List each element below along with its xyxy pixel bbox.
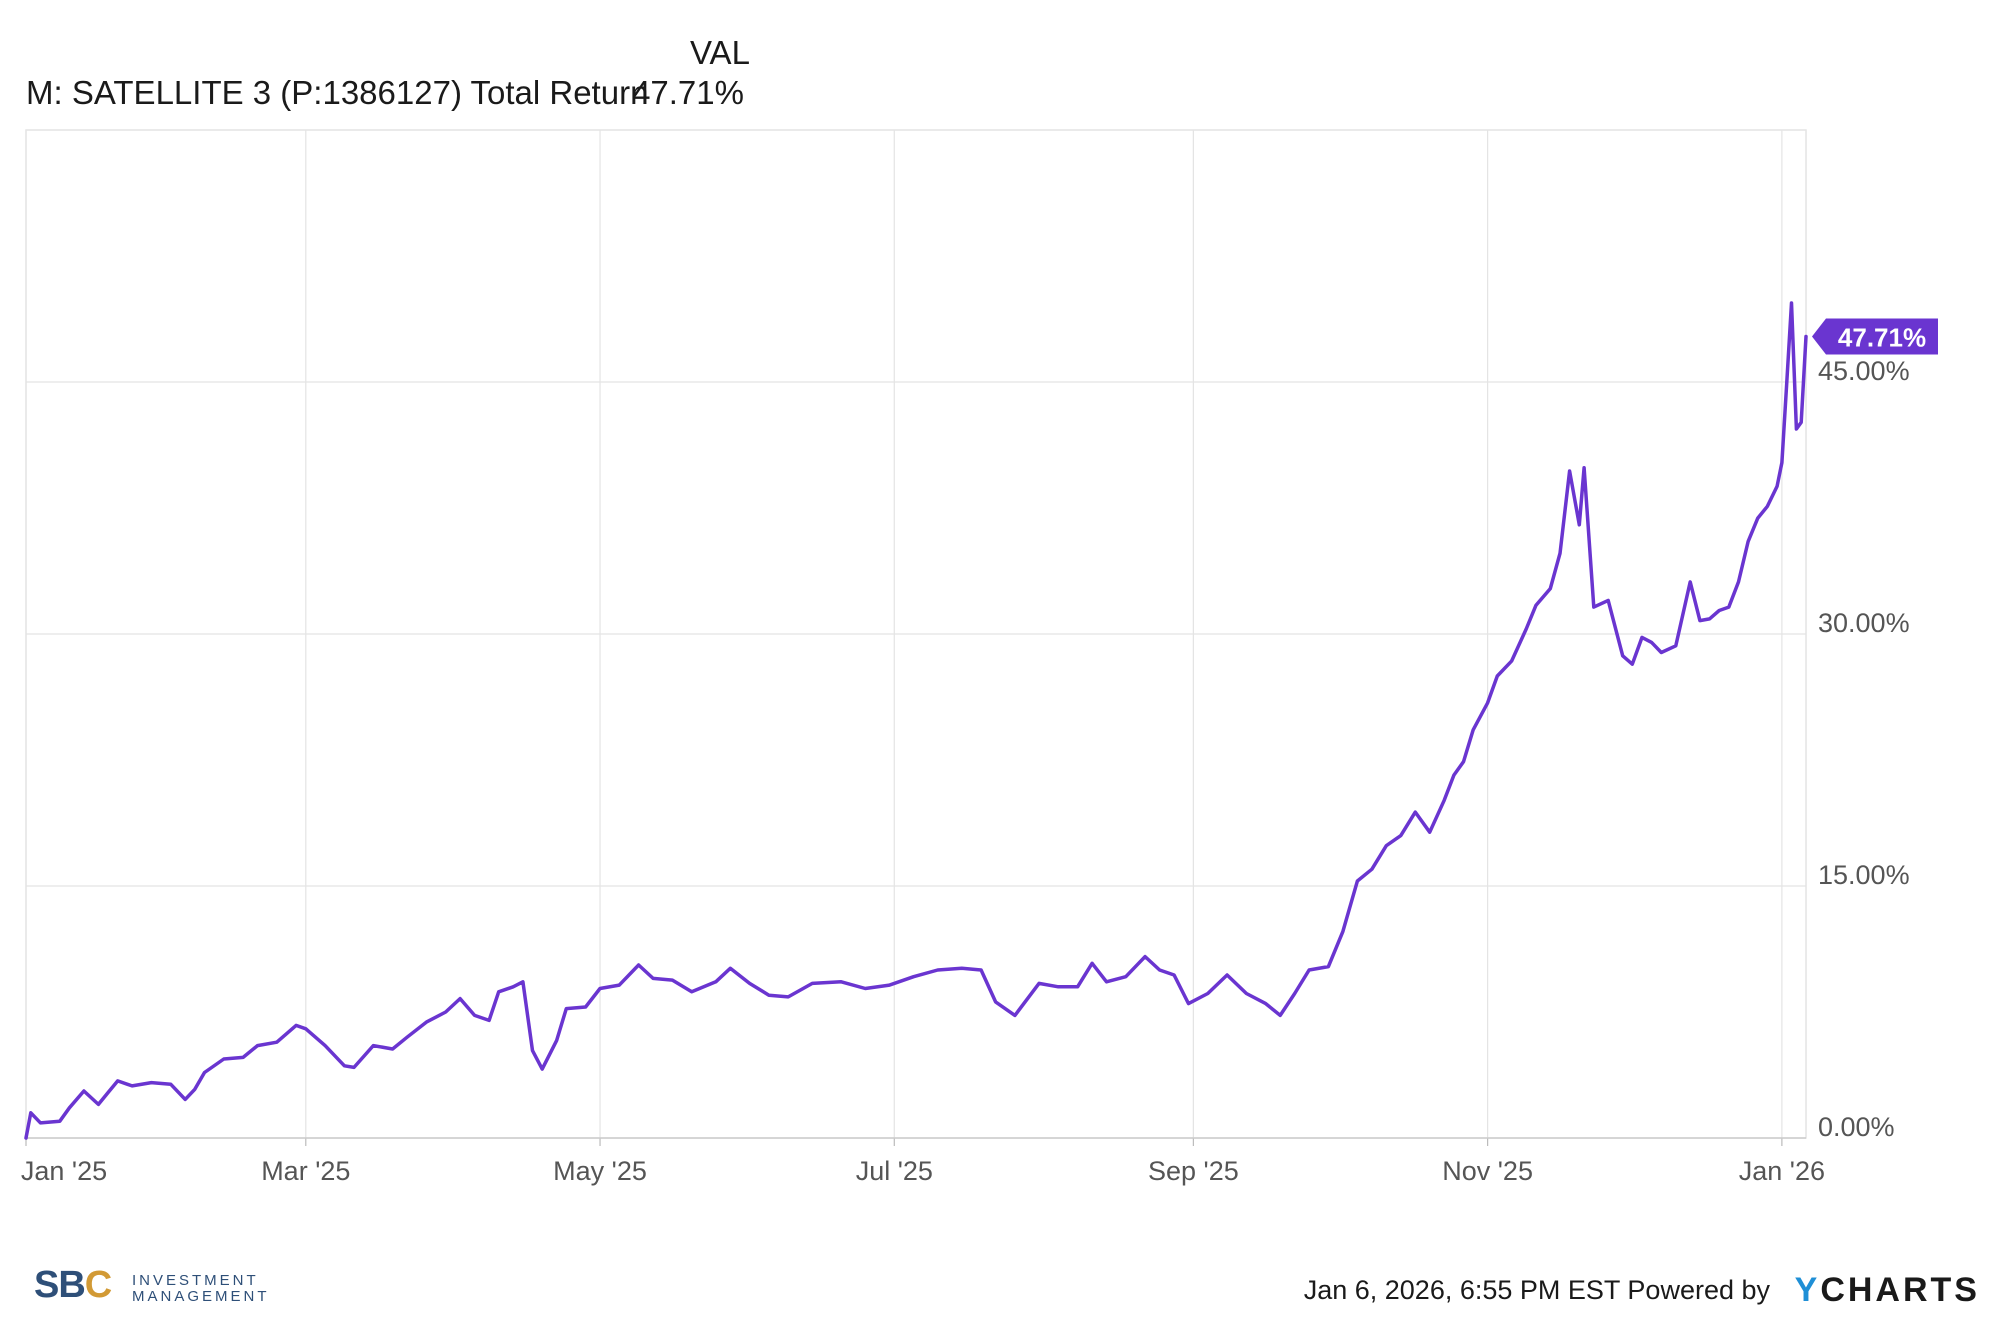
x-tick-label: Nov '25	[1442, 1156, 1533, 1186]
y-tick-label: 0.00%	[1818, 1112, 1895, 1142]
legend-series-value: 47.71%	[632, 74, 744, 111]
y-tick-label: 15.00%	[1818, 860, 1910, 890]
logo-mark: SBC	[34, 1264, 112, 1306]
legend-series-label: M: SATELLITE 3 (P:1386127) Total Return	[26, 74, 649, 111]
x-tick-label: Mar '25	[261, 1156, 350, 1186]
company-logo: SBC INVESTMENT MANAGEMENT	[34, 1248, 294, 1306]
end-value-label: 47.71%	[1838, 322, 1926, 352]
x-tick-label: Jan '25	[21, 1156, 107, 1186]
end-value-flag	[1812, 318, 1938, 355]
ycharts-brand[interactable]: YCHARTS	[1794, 1271, 1980, 1309]
x-tick-label: Jan '26	[1739, 1156, 1825, 1186]
x-tick-label: May '25	[553, 1156, 647, 1186]
y-tick-label: 30.00%	[1818, 608, 1910, 638]
series-line	[24, 301, 1808, 1140]
legend-column-header: VAL	[690, 34, 750, 71]
footer-timestamp: Jan 6, 2026, 6:55 PM EST Powered by	[1303, 1275, 1770, 1305]
x-tick-label: Sep '25	[1148, 1156, 1239, 1186]
logo-line-2: MANAGEMENT	[132, 1288, 270, 1305]
y-tick-label: 45.00%	[1818, 356, 1910, 386]
logo-line-1: INVESTMENT	[132, 1272, 259, 1289]
x-tick-label: Jul '25	[856, 1156, 933, 1186]
